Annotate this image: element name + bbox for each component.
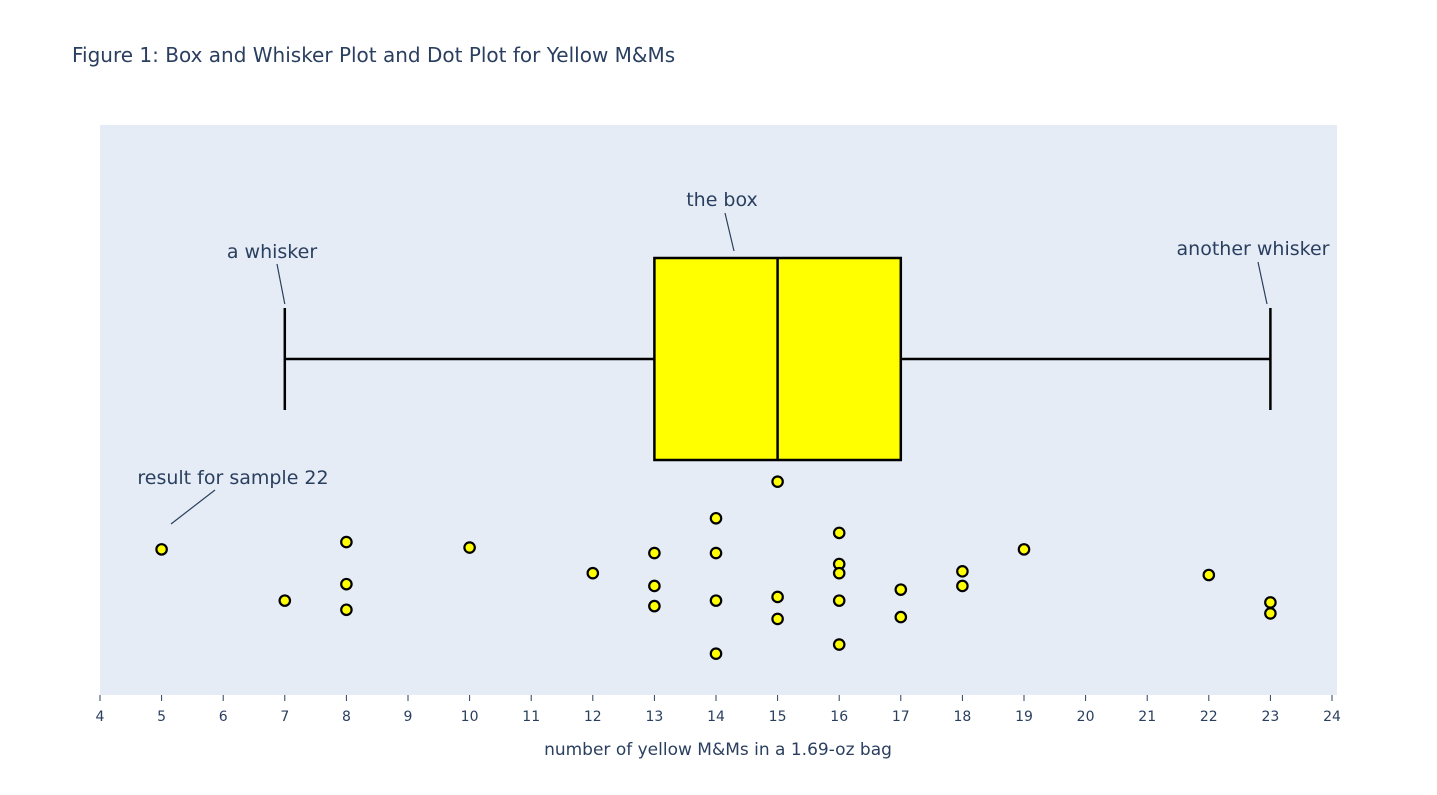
- x-tick-label: 13: [645, 709, 663, 725]
- x-axis-label: number of yellow M&Ms in a 1.69-oz bag: [544, 740, 892, 760]
- data-point: [278, 594, 292, 607]
- data-point: [956, 565, 969, 578]
- x-tick-label: 24: [1323, 709, 1341, 725]
- chart-title: Figure 1: Box and Whisker Plot and Dot P…: [72, 43, 675, 67]
- x-tick-label: 4: [96, 709, 105, 725]
- data-point: [894, 583, 908, 596]
- annotation-arrow: [1257, 261, 1268, 305]
- data-point: [586, 566, 600, 580]
- data-point: [709, 511, 723, 525]
- x-tick-label: 21: [1138, 709, 1156, 725]
- annotations: the box a whisker another whisker result fo…: [137, 189, 1330, 525]
- data-point: [832, 638, 846, 651]
- annotation-label: the box: [686, 189, 758, 211]
- data-point: [956, 579, 969, 593]
- data-point: [832, 566, 846, 580]
- x-tick-label: 17: [892, 709, 910, 725]
- data-point: [155, 543, 168, 556]
- data-point: [832, 594, 846, 607]
- x-tick-label: 12: [584, 709, 602, 725]
- x-axis: 4 5 6 7 8 9 10 11 12 13 14 15 16 17 18 19 20 21 22 23 24: [96, 695, 1341, 725]
- x-tick-label: 10: [461, 709, 479, 725]
- annotation-arrow: [276, 263, 286, 305]
- x-tick-label: 19: [1015, 709, 1033, 725]
- data-point: [709, 546, 723, 560]
- x-tick-label: 7: [280, 709, 289, 725]
- x-tick-label: 23: [1261, 709, 1279, 725]
- box-plot: [283, 256, 1272, 462]
- data-point: [709, 594, 723, 607]
- x-tick-label: 9: [404, 709, 413, 725]
- dot-plot: [155, 475, 1277, 660]
- data-point: [340, 535, 353, 549]
- data-point: [709, 647, 723, 660]
- data-point: [771, 612, 784, 626]
- x-tick-label: 6: [219, 709, 228, 725]
- data-point: [648, 546, 661, 560]
- data-point: [340, 603, 353, 617]
- x-tick-label: 16: [830, 709, 848, 725]
- x-tick-label: 5: [157, 709, 166, 725]
- data-point: [771, 475, 784, 488]
- annotation-arrow: [170, 489, 216, 525]
- data-point: [1017, 543, 1031, 556]
- x-tick-label: 18: [953, 709, 971, 725]
- data-point: [340, 577, 353, 591]
- annotation-arrow: [724, 212, 735, 252]
- data-point: [1202, 568, 1216, 582]
- data-point: [648, 599, 661, 613]
- annotation-label: result for sample 22: [137, 467, 328, 489]
- data-point: [832, 526, 846, 540]
- data-point: [463, 541, 476, 554]
- x-tick-label: 22: [1200, 709, 1218, 725]
- x-tick-label: 14: [707, 709, 725, 725]
- x-tick-label: 15: [769, 709, 787, 725]
- data-point: [771, 590, 784, 604]
- annotation-label: a whisker: [227, 241, 317, 263]
- data-point: [648, 579, 661, 593]
- data-point: [1264, 596, 1277, 609]
- x-tick-label: 20: [1077, 709, 1095, 725]
- data-point: [1264, 607, 1277, 620]
- x-tick-label: 8: [342, 709, 351, 725]
- data-point: [894, 610, 908, 624]
- x-tick-label: 11: [522, 709, 540, 725]
- annotation-label: another whisker: [1177, 238, 1330, 260]
